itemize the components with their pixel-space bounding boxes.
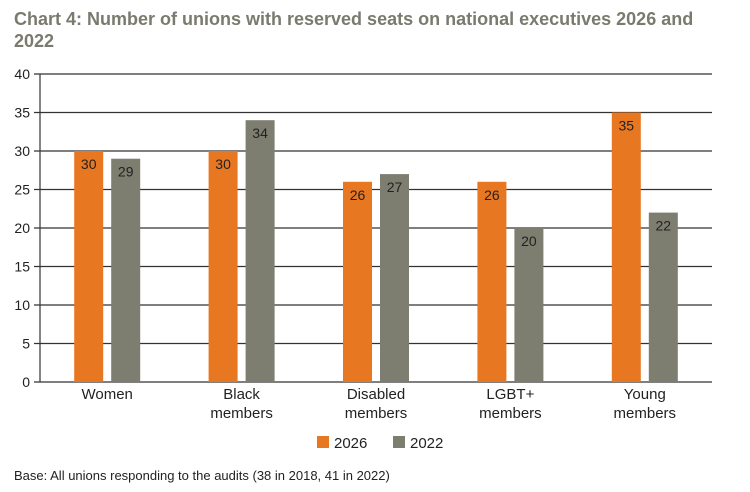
y-tick-label: 35: [14, 105, 30, 121]
gridlines: [34, 73, 712, 383]
bar-2022: [380, 174, 409, 382]
data-label: 22: [656, 218, 672, 234]
data-label: 30: [215, 156, 231, 172]
legend-swatch-2026: [317, 436, 329, 448]
x-tick-label: members: [210, 405, 273, 422]
y-axis: 0 5 10 15 20 25 30 35 40: [14, 66, 41, 390]
data-label: 35: [619, 118, 635, 134]
data-label: 26: [484, 187, 500, 203]
x-tick-label: members: [345, 405, 408, 422]
bars: 30 29 30 34 26 27 26 20 35 22: [74, 112, 678, 382]
data-label: 26: [350, 187, 366, 203]
data-label: 34: [252, 125, 268, 141]
data-label: 30: [81, 156, 97, 172]
x-tick-label: Women: [81, 386, 132, 403]
bar-2022: [648, 212, 678, 382]
x-tick-label: members: [614, 405, 677, 422]
legend: 2026 2022: [317, 435, 443, 452]
y-tick-label: 0: [22, 374, 30, 390]
bar-2022: [514, 228, 544, 382]
footnote: Base: All unions responding to the audit…: [14, 468, 390, 483]
bar-2026: [343, 181, 372, 382]
x-tick-label: Black: [223, 386, 260, 403]
x-tick-label: members: [479, 405, 542, 422]
y-tick-label: 5: [22, 336, 30, 352]
y-tick-label: 20: [14, 220, 30, 236]
y-tick-label: 40: [14, 66, 30, 82]
data-label: 20: [521, 233, 537, 249]
x-tick-label: Young: [624, 386, 666, 403]
bar-2026: [74, 151, 104, 382]
bar-2026: [477, 181, 507, 382]
y-tick-label: 15: [14, 259, 30, 275]
bar-2022: [245, 120, 275, 382]
y-tick-label: 25: [14, 182, 30, 198]
y-tick-label: 30: [14, 143, 30, 159]
chart-title: Chart 4: Number of unions with reserved …: [14, 9, 694, 51]
x-axis: Women Black members Disabled members LGBT+ mem…: [81, 386, 676, 422]
data-label: 29: [118, 164, 134, 180]
x-tick-label: LGBT+: [486, 386, 534, 403]
bar-2026: [208, 151, 238, 382]
bar-2026: [611, 112, 641, 382]
legend-swatch-2022: [393, 436, 405, 448]
legend-label: 2022: [410, 435, 443, 452]
bar-2022: [111, 158, 141, 382]
y-tick-label: 10: [14, 297, 30, 313]
data-label: 27: [387, 179, 403, 195]
x-tick-label: Disabled: [347, 386, 405, 403]
legend-label: 2026: [334, 435, 367, 452]
